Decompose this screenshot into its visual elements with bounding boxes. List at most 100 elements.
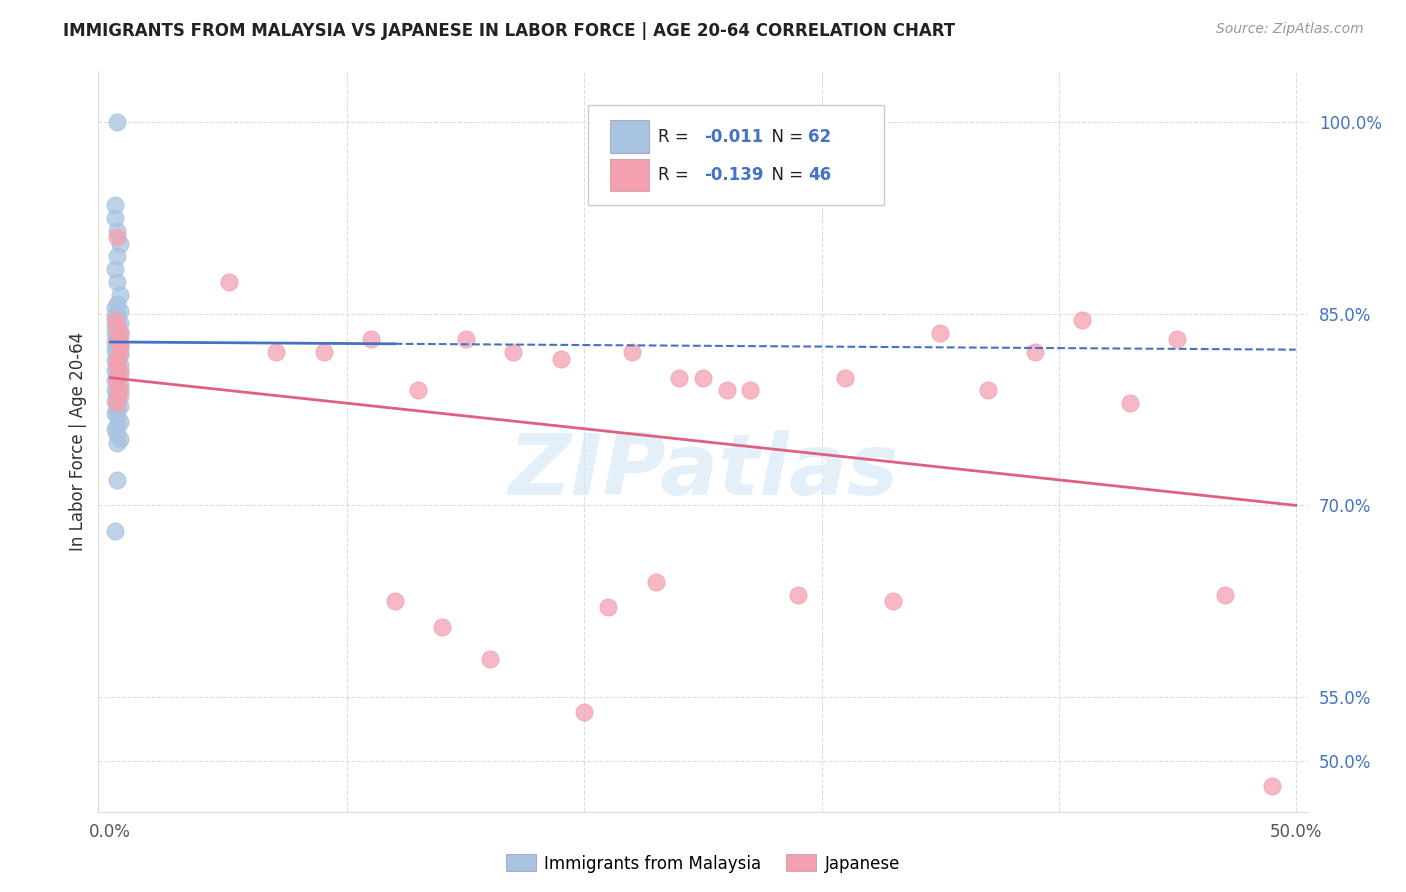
Point: [218, 275, 240, 289]
Point: [104, 211, 127, 226]
Point: [108, 378, 131, 392]
Point: [108, 316, 131, 330]
Text: N =: N =: [761, 166, 808, 184]
Point: [105, 250, 128, 264]
Text: IMMIGRANTS FROM MALAYSIA VS JAPANESE IN LABOR FORCE | AGE 20-64 CORRELATION CHAR: IMMIGRANTS FROM MALAYSIA VS JAPANESE IN …: [63, 22, 956, 40]
Point: [108, 330, 131, 344]
Point: [929, 326, 952, 340]
Point: [574, 705, 596, 719]
Legend: Immigrants from Malaysia, Japanese: Immigrants from Malaysia, Japanese: [499, 847, 907, 880]
Point: [644, 574, 666, 589]
Point: [104, 301, 127, 315]
Point: [105, 313, 128, 327]
Point: [105, 473, 128, 487]
Point: [360, 333, 382, 347]
Point: [1213, 588, 1236, 602]
Point: [108, 326, 131, 340]
Point: [1119, 396, 1142, 410]
Point: [264, 345, 287, 359]
Point: [834, 370, 856, 384]
Point: [105, 351, 128, 366]
Point: [105, 370, 128, 384]
Point: [105, 224, 128, 238]
Point: [1071, 313, 1094, 327]
Point: [105, 409, 128, 423]
Point: [105, 435, 128, 450]
Text: N =: N =: [761, 128, 808, 145]
Point: [105, 402, 128, 417]
Point: [108, 304, 131, 318]
Point: [108, 348, 131, 362]
Point: [108, 287, 131, 301]
Point: [105, 377, 128, 392]
Point: [408, 384, 430, 398]
Point: [105, 391, 128, 405]
Point: [105, 358, 128, 372]
Point: [104, 524, 127, 538]
Point: [105, 370, 128, 384]
Text: Source: ZipAtlas.com: Source: ZipAtlas.com: [1216, 22, 1364, 37]
Point: [976, 384, 998, 398]
Point: [105, 360, 128, 375]
Point: [108, 364, 131, 378]
Point: [432, 620, 454, 634]
Text: -0.139: -0.139: [704, 166, 763, 184]
Point: [502, 345, 524, 359]
Point: [526, 837, 548, 851]
Point: [108, 358, 131, 372]
Point: [550, 351, 572, 366]
Point: [105, 307, 128, 321]
Point: [104, 407, 127, 421]
Point: [384, 594, 406, 608]
Point: [104, 313, 127, 327]
Point: [105, 342, 128, 356]
Point: [105, 386, 128, 401]
Point: [108, 384, 131, 398]
Text: R =: R =: [658, 128, 695, 145]
Point: [104, 363, 127, 377]
Point: [312, 345, 335, 359]
Text: ZIPatlas: ZIPatlas: [508, 430, 898, 513]
Point: [104, 319, 127, 334]
Point: [105, 115, 128, 129]
Point: [740, 384, 762, 398]
Point: [716, 384, 738, 398]
Point: [108, 345, 131, 359]
Point: [1024, 345, 1046, 359]
Point: [108, 368, 131, 383]
Point: [1261, 779, 1284, 793]
Point: [104, 373, 127, 387]
Point: [105, 396, 128, 410]
Point: [108, 416, 131, 430]
Point: [105, 328, 128, 343]
Point: [882, 594, 904, 608]
Point: [108, 432, 131, 446]
FancyBboxPatch shape: [610, 159, 648, 191]
Point: [105, 390, 128, 404]
Point: [104, 334, 127, 349]
Point: [620, 345, 643, 359]
Point: [105, 333, 128, 347]
Point: [105, 333, 128, 347]
Point: [104, 310, 127, 324]
Point: [108, 339, 131, 353]
Point: [105, 337, 128, 351]
Point: [105, 275, 128, 289]
Point: [105, 351, 128, 365]
Point: [104, 198, 127, 212]
Point: [105, 355, 128, 369]
Point: [108, 388, 131, 402]
Point: [104, 393, 127, 408]
Point: [104, 326, 127, 340]
Point: [105, 345, 128, 359]
Point: [105, 319, 128, 334]
Point: [105, 230, 128, 244]
Point: [105, 376, 128, 390]
Point: [105, 317, 128, 331]
Point: [108, 325, 131, 339]
Point: [108, 399, 131, 413]
FancyBboxPatch shape: [588, 104, 884, 204]
Point: [104, 262, 127, 277]
Text: R =: R =: [658, 166, 695, 184]
FancyBboxPatch shape: [610, 120, 648, 153]
